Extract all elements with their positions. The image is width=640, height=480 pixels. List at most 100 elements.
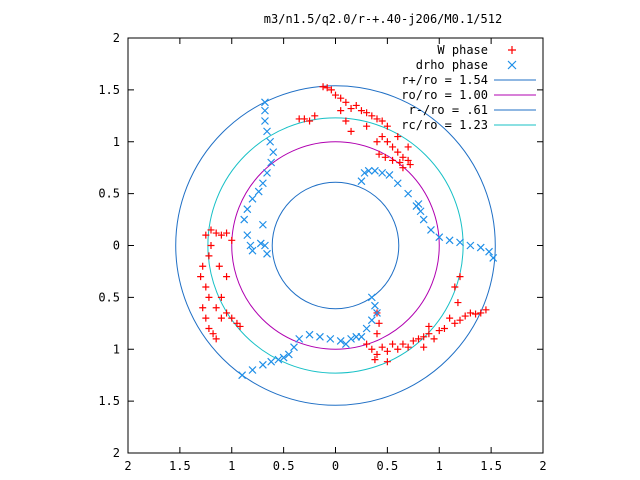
point-marker [451,283,459,291]
point-marker [205,252,213,260]
point-marker [341,340,350,348]
point-marker [367,293,376,302]
point-marker [477,309,485,317]
point-marker [371,356,379,364]
data-series [197,83,498,380]
circle-1.23 [207,117,464,374]
point-marker [399,340,407,348]
point-marker [454,299,462,307]
point-marker [375,150,383,158]
legend-label: W phase [437,43,488,57]
point-marker [316,332,324,341]
point-marker [258,179,267,188]
point-marker [212,335,220,343]
point-marker [248,366,257,374]
x-tick-label: 0.5 [377,459,399,473]
x-tick-label: 1.5 [169,459,191,473]
point-marker [378,117,386,125]
x-tick-label: 0.5 [273,459,295,473]
point-marker [378,343,386,351]
point-marker [352,332,361,341]
point-marker [466,309,474,317]
point-marker [295,334,304,343]
point-marker [373,330,381,338]
point-marker [243,205,252,214]
y-tick-label: 1 [113,342,120,356]
point-marker [446,314,454,322]
circle-1.54 [175,85,496,406]
point-marker [261,241,269,250]
chart-title: m3/n1.5/q2.0/r-+.40-j206/M0.1/512 [264,12,502,26]
x-tick-label: 2 [124,459,131,473]
point-marker [435,327,443,335]
point-marker [373,350,381,358]
point-marker [332,91,339,99]
point-marker [233,319,241,327]
point-marker [217,231,225,239]
point-marker [258,220,267,229]
point-marker [243,231,252,240]
point-marker [364,166,373,175]
point-marker [368,112,376,120]
series-w-phase [197,83,490,366]
point-marker [248,194,257,203]
legend-marker-x [507,60,517,70]
point-marker [306,117,314,125]
circle-1 [231,141,440,350]
point-marker [342,98,350,106]
point-marker [238,371,247,380]
point-marker [371,166,379,175]
point-marker [207,226,215,234]
point-marker [363,340,371,348]
point-marker [371,301,379,310]
point-marker [425,330,433,338]
point-marker [393,179,402,188]
point-marker [427,226,435,234]
point-marker [223,229,231,237]
point-marker [363,109,371,117]
point-marker [456,238,464,247]
point-marker [445,236,454,245]
x-tick-label: 1.5 [480,459,502,473]
axes: 2 1.5 1 0.5 0 0.5 1 1.5 221.510.500.511.52 [98,31,546,473]
point-marker [263,249,271,258]
point-marker [406,161,414,169]
point-marker [217,314,225,322]
point-marker [323,84,331,92]
legend-label: r+/ro = 1.54 [401,73,488,87]
point-marker [240,215,249,224]
point-marker [383,358,391,366]
point-marker [383,347,391,355]
point-marker [404,156,412,164]
point-marker [269,148,278,157]
point-marker [336,337,345,345]
point-marker [357,177,366,186]
y-tick-label: 0 [113,239,120,253]
point-marker [378,133,386,141]
y-tick-label: 1 [113,135,120,149]
point-marker [197,273,205,281]
point-marker [489,254,498,262]
point-marker [378,168,387,177]
point-marker [383,122,391,130]
legend-label: drho phase [416,58,488,72]
point-marker [416,207,425,216]
point-marker [223,273,231,281]
point-marker [451,319,459,327]
point-marker [357,107,365,115]
point-marker [347,127,355,135]
reference-circles [175,85,496,406]
point-marker [236,322,244,330]
point-marker [399,153,407,161]
point-marker [267,357,276,366]
point-marker [279,353,288,362]
y-tick-label: 1.5 [98,394,120,408]
point-marker [267,158,276,167]
point-marker [373,115,381,123]
point-marker [223,309,231,317]
point-marker [420,343,428,351]
point-marker [394,148,402,156]
point-marker [212,304,220,312]
point-marker [362,324,371,333]
